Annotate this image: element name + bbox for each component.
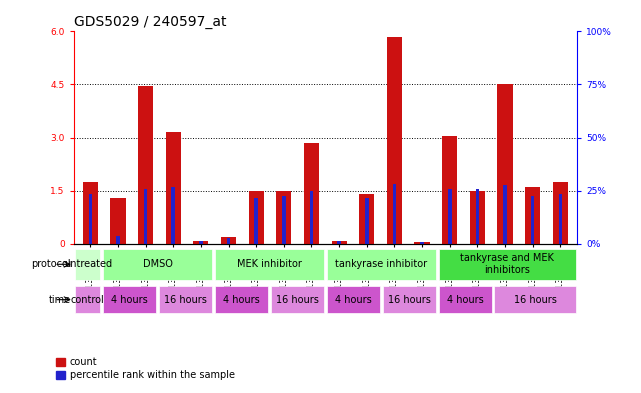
Bar bbox=[194, 241, 208, 244]
Bar bbox=[276, 191, 292, 244]
Bar bbox=[116, 236, 120, 244]
Bar bbox=[420, 242, 424, 244]
Bar bbox=[438, 249, 576, 280]
Bar bbox=[503, 185, 507, 244]
Bar bbox=[494, 286, 576, 313]
Bar bbox=[282, 196, 286, 244]
Text: 4 hours: 4 hours bbox=[112, 295, 148, 305]
Bar bbox=[365, 198, 369, 244]
Bar bbox=[304, 143, 319, 244]
Bar bbox=[393, 184, 396, 244]
Bar bbox=[383, 286, 436, 313]
Bar bbox=[327, 249, 436, 280]
Bar bbox=[470, 191, 485, 244]
Bar bbox=[138, 86, 153, 244]
Bar bbox=[331, 241, 347, 244]
Bar bbox=[171, 187, 175, 244]
Bar bbox=[110, 198, 126, 244]
Bar bbox=[254, 198, 258, 244]
Bar bbox=[103, 249, 212, 280]
Text: 16 hours: 16 hours bbox=[276, 295, 319, 305]
Legend: count, percentile rank within the sample: count, percentile rank within the sample bbox=[56, 357, 235, 380]
Text: untreated: untreated bbox=[63, 259, 112, 269]
Text: GDS5029 / 240597_at: GDS5029 / 240597_at bbox=[74, 15, 226, 29]
Text: tankyrase inhibitor: tankyrase inhibitor bbox=[335, 259, 428, 269]
Bar bbox=[271, 286, 324, 313]
Text: tankyrase and MEK
inhibitors: tankyrase and MEK inhibitors bbox=[460, 253, 554, 275]
Bar bbox=[525, 187, 540, 244]
Bar bbox=[103, 286, 156, 313]
Text: 16 hours: 16 hours bbox=[513, 295, 556, 305]
Text: 16 hours: 16 hours bbox=[164, 295, 207, 305]
Bar bbox=[159, 286, 212, 313]
Bar bbox=[531, 196, 535, 244]
Bar bbox=[199, 241, 203, 244]
Text: time: time bbox=[48, 295, 71, 305]
Text: MEK inhibitor: MEK inhibitor bbox=[237, 259, 302, 269]
Bar bbox=[327, 286, 380, 313]
Bar bbox=[497, 84, 513, 244]
Bar bbox=[221, 237, 236, 244]
Bar bbox=[215, 249, 324, 280]
Text: 4 hours: 4 hours bbox=[447, 295, 483, 305]
Bar bbox=[249, 191, 264, 244]
Bar bbox=[165, 132, 181, 244]
Bar bbox=[558, 194, 562, 244]
Text: control: control bbox=[71, 295, 104, 305]
Text: protocol: protocol bbox=[31, 259, 71, 269]
Bar bbox=[442, 136, 457, 244]
Bar bbox=[415, 242, 429, 244]
Bar bbox=[387, 37, 402, 244]
Text: 4 hours: 4 hours bbox=[335, 295, 372, 305]
Bar bbox=[337, 241, 341, 244]
Bar bbox=[359, 194, 374, 244]
Bar bbox=[75, 286, 100, 313]
Text: 16 hours: 16 hours bbox=[388, 295, 431, 305]
Bar bbox=[553, 182, 568, 244]
Bar bbox=[88, 194, 92, 244]
Text: 4 hours: 4 hours bbox=[223, 295, 260, 305]
Bar bbox=[215, 286, 268, 313]
Text: DMSO: DMSO bbox=[143, 259, 172, 269]
Bar bbox=[144, 189, 147, 244]
Bar bbox=[438, 286, 492, 313]
Bar bbox=[448, 189, 451, 244]
Bar bbox=[310, 191, 313, 244]
Bar bbox=[476, 189, 479, 244]
Bar bbox=[83, 182, 98, 244]
Bar bbox=[227, 238, 230, 244]
Bar bbox=[75, 249, 100, 280]
